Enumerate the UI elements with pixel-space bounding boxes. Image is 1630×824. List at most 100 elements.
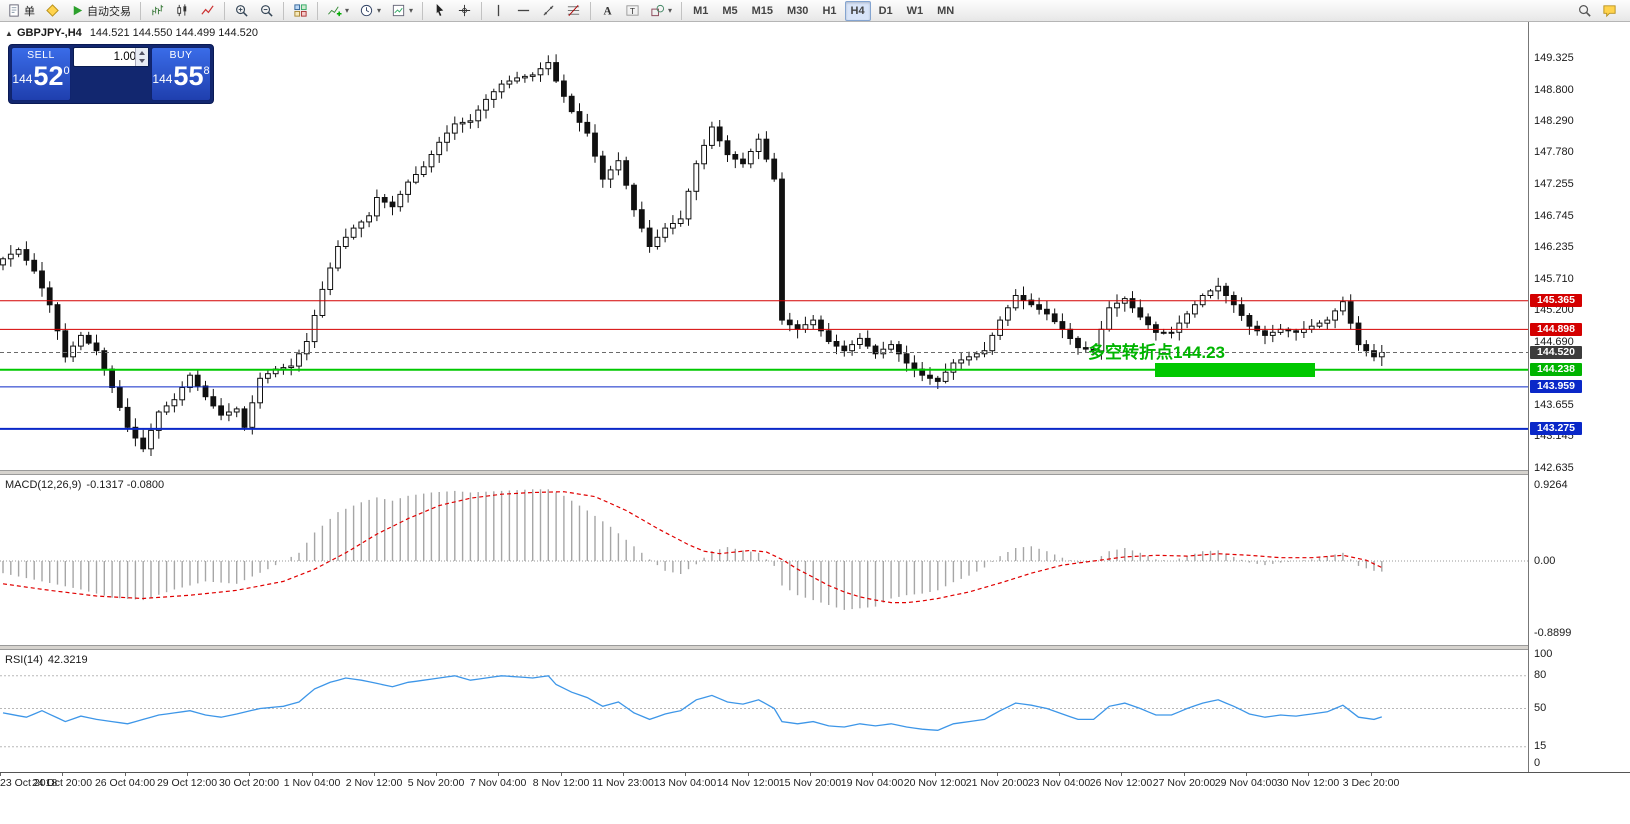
tf-w1-button[interactable]: W1	[901, 1, 930, 21]
bar-chart-button[interactable]	[146, 1, 169, 21]
time-label: 11 Nov 23:00	[592, 777, 654, 789]
tf-m15-button-label: M15	[751, 4, 774, 17]
search-button[interactable]	[1573, 1, 1596, 21]
time-tick	[685, 773, 686, 776]
zoom-out-button[interactable]	[255, 1, 278, 21]
tf-m5-button[interactable]: M5	[716, 1, 743, 21]
main-chart[interactable]: 多空转折点144.23	[0, 22, 1528, 470]
cursor-icon	[432, 3, 447, 18]
sell-button[interactable]: SELL 144 52 0	[11, 47, 71, 101]
toolbar-separator	[422, 1, 424, 20]
price-axis[interactable]: 149.325 148.800 148.290 147.780 147.255 146.7…	[1528, 22, 1630, 772]
time-tick	[748, 773, 749, 776]
pane-separator[interactable]	[0, 470, 1630, 475]
tf-m15-button[interactable]: M15	[746, 1, 779, 21]
template-icon	[391, 3, 406, 18]
toolbar-separator	[481, 1, 483, 20]
time-tick	[1059, 773, 1060, 776]
label-button[interactable]: T	[621, 1, 644, 21]
time-tick	[0, 773, 1, 776]
fibonacci-button[interactable]	[562, 1, 585, 21]
trendline-button[interactable]	[537, 1, 560, 21]
line-chart-button[interactable]	[196, 1, 219, 21]
rsi-label: RSI(14) 42.3219	[5, 654, 88, 666]
buy-price-big: 55	[173, 61, 204, 91]
one-click-toggle-icon[interactable]: ▲	[5, 29, 13, 38]
time-label: 8 Nov 12:00	[532, 777, 590, 789]
horizontal-line-button[interactable]	[512, 1, 535, 21]
price-tick: 146.235	[1534, 240, 1574, 253]
time-tick	[374, 773, 375, 776]
time-label: 29 Oct 12:00	[156, 777, 218, 789]
price-line-label[interactable]: 144.238	[1530, 363, 1582, 377]
tf-h4-button[interactable]: H4	[844, 0, 871, 21]
dropdown-arrow-icon[interactable]: ▾	[345, 5, 350, 15]
macd-label: MACD(12,26,9) -0.1317 -0.0800	[5, 479, 164, 491]
volume-spinner	[135, 48, 148, 66]
dropdown-arrow-icon[interactable]: ▾	[377, 5, 382, 15]
rsi-tick: 50	[1534, 702, 1547, 714]
tf-d1-button[interactable]: D1	[873, 1, 899, 21]
ideas-button[interactable]	[1598, 1, 1621, 21]
crosshair-button[interactable]	[453, 1, 476, 21]
trendline-icon	[541, 3, 556, 18]
candlestick-button[interactable]	[171, 1, 194, 21]
sell-price: 144 52 0	[12, 63, 69, 90]
vline-icon	[491, 3, 506, 18]
indicators-button[interactable]: ▾	[323, 1, 353, 21]
sell-label: SELL	[27, 49, 55, 61]
macd-panel[interactable]	[0, 475, 1528, 645]
price-tick: 148.800	[1534, 83, 1574, 96]
toolbar-groups: 单 自动交易 ▾ ▾ ▾ A T ▾ M1 M5 M15 M30 H1 H4 D1 W1 MN	[2, 0, 961, 21]
rsi-tick: 80	[1534, 669, 1547, 682]
price-line-label[interactable]: 145.365	[1530, 294, 1582, 308]
time-axis[interactable]: 23 Oct 2018 24 Oct 20:00 26 Oct 04:00 29 Oc…	[0, 772, 1630, 792]
svg-text:多空转折点144.23: 多空转折点144.23	[1088, 342, 1225, 362]
price-line-label[interactable]: 143.275	[1530, 422, 1582, 436]
symbol-period-label: GBPJPY-,H4	[17, 27, 82, 39]
time-label: 7 Nov 04:00	[469, 777, 527, 789]
volume-input[interactable]	[74, 48, 138, 66]
dropdown-arrow-icon[interactable]: ▾	[409, 5, 414, 15]
toolbar-separator	[317, 1, 318, 20]
price-tick: 146.745	[1534, 209, 1574, 222]
search-icon	[1577, 3, 1592, 18]
chart-workspace: ▲ GBPJPY-,H4 144.521 144.550 144.499 144.…	[0, 22, 1630, 792]
quote-label: GBPJPY-,H4 144.521 144.550 144.499 144.52…	[17, 27, 258, 39]
volume-increase-button[interactable]	[136, 48, 148, 57]
tf-h1-button[interactable]: H1	[816, 1, 842, 21]
new-order-button[interactable]: 单	[3, 1, 39, 21]
price-line-label[interactable]: 144.898	[1530, 322, 1582, 336]
shapes-button[interactable]: ▾	[646, 1, 676, 21]
buy-price: 144 55 8	[152, 63, 209, 90]
time-label: 5 Nov 20:00	[407, 777, 465, 789]
text-button[interactable]: A	[596, 1, 619, 21]
price-line-label[interactable]: 144.520	[1530, 346, 1582, 359]
buy-button[interactable]: BUY 144 55 8	[151, 47, 211, 101]
buy-price-sup: 8	[203, 65, 210, 77]
price-line-label[interactable]: 143.959	[1530, 380, 1582, 394]
metaeditor-button[interactable]	[41, 1, 64, 21]
new-order-icon	[7, 3, 22, 18]
periods-button[interactable]: ▾	[355, 1, 385, 21]
tf-m1-button[interactable]: M1	[687, 1, 714, 21]
vertical-line-button[interactable]	[487, 1, 510, 21]
pane-separator[interactable]	[0, 645, 1630, 650]
tile-windows-button[interactable]	[289, 1, 312, 21]
templates-button[interactable]: ▾	[387, 1, 417, 21]
tf-m30-button[interactable]: M30	[781, 1, 814, 21]
cursor-button[interactable]	[428, 1, 451, 21]
time-label: 14 Nov 12:00	[716, 777, 780, 789]
zoom-out-icon	[259, 3, 274, 18]
tf-mn-button[interactable]: MN	[931, 1, 960, 21]
metaeditor-icon	[45, 3, 60, 18]
volume-decrease-button[interactable]	[136, 57, 148, 66]
zoom-in-button[interactable]	[230, 1, 253, 21]
autotrade-icon	[70, 3, 85, 18]
rsi-panel[interactable]	[0, 650, 1528, 772]
autotrade-button[interactable]: 自动交易	[66, 1, 135, 21]
dropdown-arrow-icon[interactable]: ▾	[668, 5, 673, 15]
time-tick	[935, 773, 936, 776]
toolbar-separator	[283, 1, 284, 20]
